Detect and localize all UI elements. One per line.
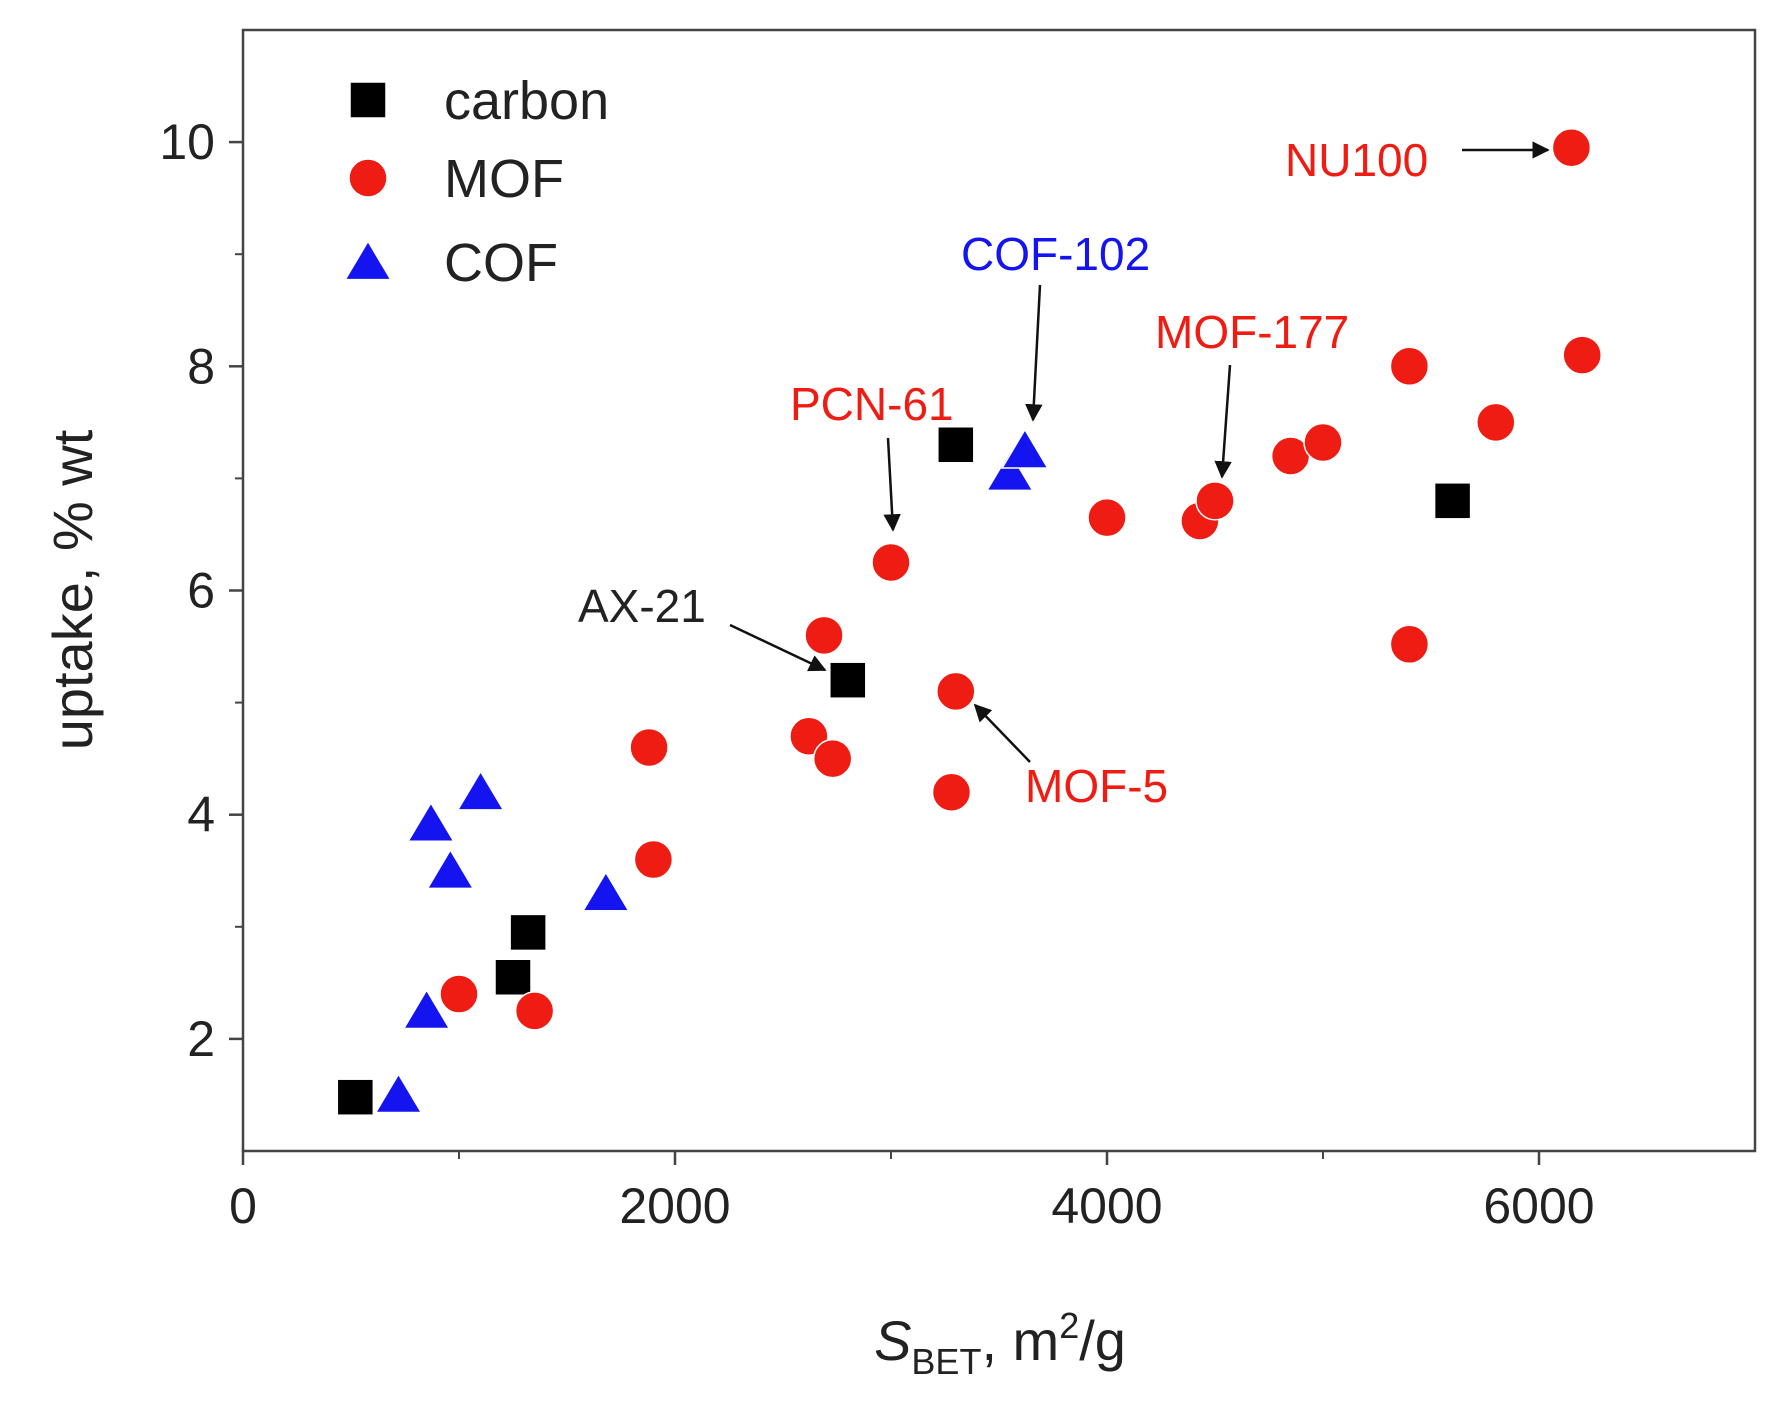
carbon-point	[1433, 482, 1472, 520]
mof-point	[1303, 422, 1343, 463]
legend-label-cof: COF	[444, 233, 558, 293]
y-tick-label: 4	[187, 787, 215, 843]
mof-point	[1562, 335, 1602, 375]
x-axis-title: SBET, m2/g	[874, 1305, 1126, 1382]
mof-point	[812, 738, 853, 779]
y-tick-label: 6	[187, 563, 215, 619]
x-tick-label: 2000	[619, 1178, 730, 1234]
mof-point	[931, 772, 972, 813]
cof-point	[406, 801, 456, 843]
y-tick-label: 8	[187, 338, 215, 394]
mof-point	[1476, 402, 1516, 443]
carbon-point	[937, 426, 975, 464]
y-tick-label: 2	[187, 1011, 215, 1067]
x-tick-label: 4000	[1051, 1178, 1162, 1234]
y-axis-title: uptake, % wt	[41, 429, 104, 750]
x-tick-label: 6000	[1483, 1178, 1594, 1234]
annotation-mof-177: MOF-177	[1155, 306, 1349, 358]
mof-point	[633, 839, 674, 880]
legend-marker-mof	[348, 158, 388, 198]
legend-marker-carbon	[349, 81, 387, 119]
x-axis-title-sup: 2	[1059, 1305, 1079, 1346]
annotation-arrow-mof-5	[973, 703, 1031, 763]
carbon-point	[336, 1078, 375, 1116]
cof-point	[581, 871, 630, 912]
mof-point	[1389, 624, 1430, 665]
cof-point	[374, 1072, 423, 1114]
mof-point	[804, 615, 844, 656]
legend-label-carbon: carbon	[444, 71, 609, 131]
mof-point	[1389, 346, 1430, 387]
x-axis-title-main: S	[874, 1309, 911, 1372]
x-axis-title-sub: BET	[911, 1341, 981, 1382]
carbon-point	[509, 913, 547, 952]
x-tick-label: 0	[229, 1178, 257, 1234]
data-marks	[336, 127, 1602, 1116]
annotation-arrow-pcn-61	[883, 437, 901, 532]
annotation-pcn-61: PCN-61	[790, 378, 954, 430]
x-axis-title-unit: /g	[1079, 1309, 1126, 1372]
y-tick-label: 10	[159, 114, 215, 170]
mof-point	[936, 671, 976, 712]
mof-point	[629, 727, 669, 768]
carbon-point	[494, 958, 532, 996]
annotation-cof-102: COF-102	[961, 228, 1150, 280]
cof-point	[402, 988, 451, 1030]
cof-point	[1000, 428, 1050, 469]
mof-point	[871, 542, 911, 583]
legend-marker-cof	[343, 239, 393, 281]
cof-point	[426, 848, 475, 890]
annotation-arrow-cof-102	[1025, 284, 1043, 422]
legend-label-mof: MOF	[444, 149, 564, 209]
annotation-arrow-mof-177	[1214, 364, 1232, 479]
y-axis-ticks: 2 4 6 8 10	[159, 114, 243, 1067]
carbon-point	[829, 661, 867, 699]
annotation-ax-21: AX-21	[578, 580, 706, 632]
x-axis-title-rest: , m	[981, 1309, 1059, 1372]
mof-point	[1195, 481, 1235, 521]
x-axis-ticks: 0 2000 4000 6000	[229, 1151, 1595, 1234]
legend: carbon MOF COF	[343, 71, 609, 293]
mof-point	[1087, 497, 1127, 538]
cof-point	[985, 450, 1034, 492]
mof-point	[514, 991, 555, 1031]
annotation-arrow-ax-21	[729, 623, 827, 672]
annotation-nu100: NU100	[1285, 134, 1428, 186]
annotation-mof-5: MOF-5	[1025, 760, 1168, 812]
cof-point	[456, 770, 505, 811]
mof-point	[439, 974, 479, 1014]
mof-point	[1551, 127, 1592, 168]
